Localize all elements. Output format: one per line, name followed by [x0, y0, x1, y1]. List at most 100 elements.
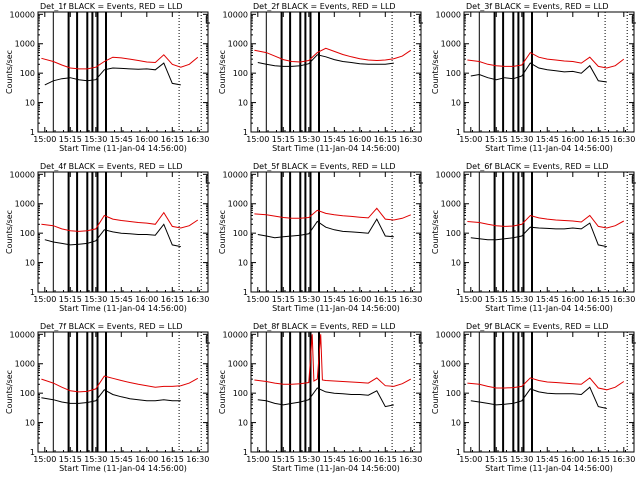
y-tick-label: 1000: [441, 200, 461, 209]
y-axis-label: Counts/sec: [218, 370, 227, 414]
series-lld-line: [467, 51, 625, 69]
x-tick-label: 16:30: [399, 455, 422, 464]
x-tick-label: 16:00: [561, 295, 584, 304]
x-axis-label: Start Time (11-Jan-04 14:56:00): [272, 304, 400, 313]
y-tick-label: 1: [456, 448, 461, 457]
y-tick-label: 1000: [441, 360, 461, 369]
x-axis-label: Start Time (11-Jan-04 14:56:00): [272, 464, 400, 473]
x-tick-label: 15:45: [110, 295, 133, 304]
panel-8: Det_8f BLACK = Events, RED = LLD 1 10 100 10…: [218, 322, 423, 473]
x-tick-label: 15:00: [33, 135, 56, 144]
y-tick-label: 10: [451, 99, 461, 108]
x-tick-label: 16:00: [348, 455, 371, 464]
panel-3: Det_3f BLACK = Events, RED = LLD 1 10 100 10…: [431, 2, 636, 153]
x-tick-label: 15:45: [110, 455, 133, 464]
y-tick-label: 1: [456, 288, 461, 297]
panel-7: Det_7f BLACK = Events, RED = LLD 1 10 100 10…: [5, 322, 210, 473]
x-tick-label: 16:00: [561, 135, 584, 144]
series-lld-line: [41, 375, 199, 393]
y-tick-label: 100: [446, 389, 461, 398]
x-tick-label: 15:30: [84, 135, 107, 144]
x-tick-label: 16:30: [612, 135, 635, 144]
panel-title: Det_2f BLACK = Events, RED = LLD: [253, 2, 396, 11]
plot-frame: [37, 171, 209, 293]
y-tick-label: 1: [30, 128, 35, 137]
plot-frame: [37, 11, 209, 133]
series-events-line: [470, 222, 607, 248]
x-tick-label: 15:15: [272, 295, 295, 304]
y-tick-label: 10: [25, 99, 35, 108]
panel-title: Det_1f BLACK = Events, RED = LLD: [40, 2, 183, 11]
y-tick-label: 10000: [10, 330, 35, 339]
x-tick-label: 16:30: [399, 295, 422, 304]
y-tick-label: 1: [30, 448, 35, 457]
panel-2: Det_2f BLACK = Events, RED = LLD 1 10 100 10…: [218, 2, 423, 153]
x-axis-label: Start Time (11-Jan-04 14:56:00): [485, 464, 613, 473]
x-tick-label: 15:30: [510, 295, 533, 304]
y-tick-label: 1: [243, 288, 248, 297]
series-events-line: [470, 386, 607, 409]
x-axis-label: Start Time (11-Jan-04 14:56:00): [485, 304, 613, 313]
x-tick-label: 15:15: [59, 135, 82, 144]
x-tick-label: 16:30: [186, 135, 209, 144]
x-tick-label: 15:30: [297, 455, 320, 464]
panel-title: Det_9f BLACK = Events, RED = LLD: [466, 322, 609, 331]
y-tick-label: 1000: [441, 40, 461, 49]
y-tick-label: 100: [446, 229, 461, 238]
plot-frame: [463, 171, 635, 293]
y-tick-label: 1000: [15, 40, 35, 49]
y-tick-label: 1: [243, 448, 248, 457]
y-tick-label: 10: [451, 419, 461, 428]
x-tick-label: 15:00: [459, 295, 482, 304]
x-axis-label: Start Time (11-Jan-04 14:56:00): [59, 464, 187, 473]
x-tick-label: 15:30: [297, 295, 320, 304]
x-tick-label: 15:00: [459, 135, 482, 144]
x-tick-label: 15:30: [510, 455, 533, 464]
x-tick-label: 16:15: [587, 295, 610, 304]
x-tick-label: 16:15: [374, 455, 397, 464]
x-tick-label: 15:00: [33, 295, 56, 304]
x-tick-label: 15:00: [246, 135, 269, 144]
x-tick-label: 15:45: [323, 455, 346, 464]
y-tick-label: 100: [233, 389, 248, 398]
x-tick-label: 15:00: [33, 455, 56, 464]
series-events-line: [470, 62, 607, 83]
x-tick-label: 16:30: [399, 135, 422, 144]
series-events-line: [44, 223, 181, 248]
y-tick-label: 1000: [228, 200, 248, 209]
x-tick-label: 16:00: [561, 455, 584, 464]
y-tick-label: 10000: [223, 170, 248, 179]
panel-title: Det_3f BLACK = Events, RED = LLD: [466, 2, 609, 11]
series-lld-line: [41, 211, 199, 232]
y-tick-label: 10000: [436, 330, 461, 339]
x-tick-label: 16:30: [612, 295, 635, 304]
series-events-line: [44, 62, 181, 86]
x-tick-label: 16:30: [186, 455, 209, 464]
x-tick-label: 15:00: [246, 295, 269, 304]
y-tick-label: 10000: [436, 10, 461, 19]
y-axis-label: Counts/sec: [5, 50, 14, 94]
x-tick-label: 16:30: [612, 455, 635, 464]
y-tick-label: 1: [30, 288, 35, 297]
y-tick-label: 10000: [436, 170, 461, 179]
y-tick-label: 10000: [10, 10, 35, 19]
x-tick-label: 15:30: [297, 135, 320, 144]
x-tick-label: 15:15: [272, 135, 295, 144]
panel-title: Det_7f BLACK = Events, RED = LLD: [40, 322, 183, 331]
x-tick-label: 15:00: [459, 455, 482, 464]
x-tick-label: 15:15: [485, 455, 508, 464]
x-tick-label: 15:15: [485, 295, 508, 304]
panel-5: Det_5f BLACK = Events, RED = LLD 1 10 100 10…: [218, 162, 423, 313]
y-axis-label: Counts/sec: [218, 50, 227, 94]
y-tick-label: 10: [451, 259, 461, 268]
panel-title: Det_8f BLACK = Events, RED = LLD: [253, 322, 396, 331]
panel-title: Det_5f BLACK = Events, RED = LLD: [253, 162, 396, 171]
series-lld-line: [467, 214, 625, 229]
x-tick-label: 16:00: [348, 295, 371, 304]
x-tick-label: 15:45: [536, 135, 559, 144]
x-tick-label: 15:00: [246, 455, 269, 464]
panel-1: Det_1f BLACK = Events, RED = LLD 1 10 100 10…: [5, 2, 210, 153]
plot-frame: [463, 11, 635, 133]
x-tick-label: 15:30: [84, 455, 107, 464]
x-tick-label: 16:00: [135, 295, 158, 304]
